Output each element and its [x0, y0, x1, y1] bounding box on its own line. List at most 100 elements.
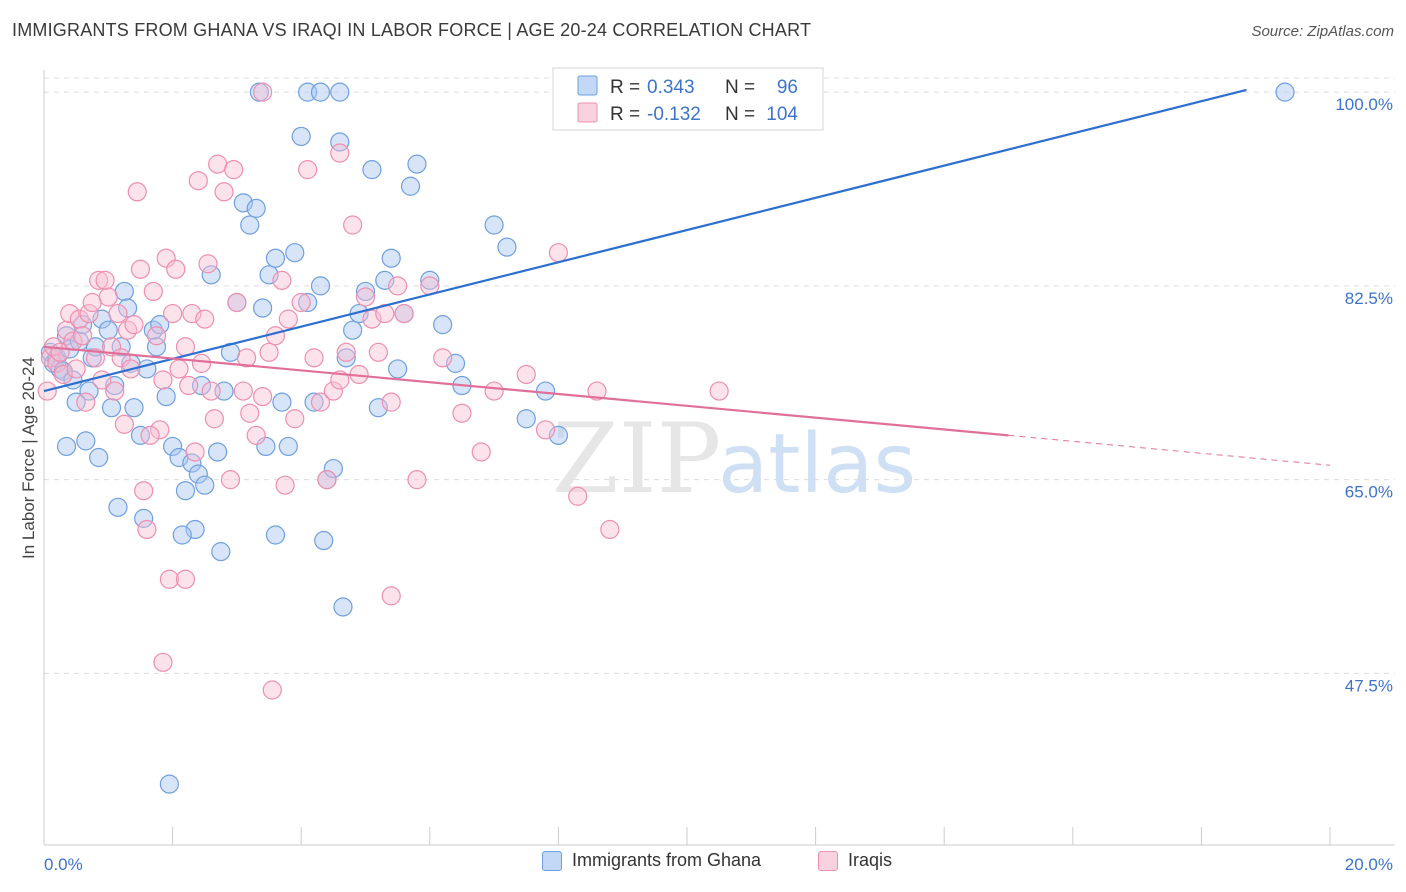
- data-point: [233, 381, 253, 401]
- data-point: [407, 154, 427, 174]
- data-point: [201, 265, 221, 285]
- data-point: [400, 176, 421, 196]
- data-point: [153, 370, 173, 390]
- stats-n-value: 96: [777, 77, 798, 98]
- data-point: [388, 359, 408, 379]
- data-point: [362, 160, 382, 180]
- data-point: [272, 392, 292, 412]
- data-point: [156, 387, 176, 407]
- data-point: [137, 519, 157, 540]
- data-point: [114, 281, 134, 302]
- data-point: [333, 597, 353, 617]
- data-point: [95, 270, 115, 290]
- data-point: [259, 342, 279, 362]
- data-point: [117, 298, 138, 318]
- data-point: [310, 276, 331, 296]
- data-point: [195, 309, 215, 329]
- stats-n-value: 104: [766, 104, 798, 125]
- data-point: [134, 481, 154, 501]
- legend-swatch-ghana: [542, 850, 562, 871]
- data-point: [111, 337, 131, 357]
- series-iraqis: [37, 82, 729, 700]
- data-point: [175, 569, 196, 589]
- data-point: [253, 387, 273, 407]
- data-point: [150, 315, 170, 335]
- data-point: [105, 381, 125, 401]
- data-point: [471, 442, 491, 462]
- axes: 47.5% 65.0% 82.5% 100.0% 0.0% 20.0%: [43, 70, 1395, 874]
- stats-n-label: N =: [725, 104, 755, 125]
- data-point: [433, 348, 453, 368]
- data-point: [89, 270, 109, 290]
- data-point: [330, 370, 350, 390]
- data-point: [191, 353, 212, 373]
- y-tick-label: 82.5%: [1345, 289, 1393, 308]
- y-tick-label: 100.0%: [1335, 95, 1393, 114]
- legend-label-ghana: Immigrants from Ghana: [572, 850, 762, 870]
- data-point: [381, 392, 401, 412]
- data-point: [314, 530, 334, 551]
- data-point: [240, 215, 260, 235]
- data-point: [98, 287, 118, 307]
- data-point: [108, 497, 128, 517]
- data-point: [79, 381, 99, 401]
- data-point: [381, 248, 401, 268]
- data-point: [208, 442, 228, 462]
- data-point: [130, 259, 151, 279]
- data-point: [310, 82, 331, 102]
- data-point: [291, 292, 311, 313]
- data-point: [262, 680, 282, 700]
- watermark: ZIP atlas: [552, 403, 916, 515]
- data-point: [304, 348, 324, 368]
- data-point: [134, 508, 154, 528]
- data-point: [317, 470, 337, 490]
- grid-lines: [44, 77, 1395, 674]
- legend-swatch-iraqis: [818, 850, 838, 871]
- data-point: [600, 519, 620, 540]
- data-point: [89, 447, 109, 468]
- data-point: [330, 143, 350, 163]
- legend-item-iraqis: Iraqis: [818, 850, 892, 871]
- data-point: [535, 420, 556, 440]
- data-point: [198, 254, 218, 274]
- data-point: [298, 160, 318, 180]
- data-point: [484, 381, 504, 401]
- data-point: [166, 259, 186, 279]
- data-point: [272, 270, 292, 290]
- data-point: [60, 303, 80, 324]
- data-point: [336, 348, 356, 368]
- data-point: [208, 154, 228, 174]
- data-point: [82, 292, 102, 313]
- data-point: [535, 381, 556, 401]
- data-point: [516, 364, 536, 385]
- data-point: [355, 281, 376, 302]
- data-point: [47, 353, 67, 373]
- x-tick-label: 0.0%: [44, 855, 83, 874]
- data-point: [85, 348, 106, 368]
- data-point: [163, 303, 183, 324]
- data-point: [240, 403, 260, 423]
- data-point: [275, 475, 295, 495]
- series-immigrants-from-ghana: [40, 82, 1295, 794]
- data-point: [330, 82, 350, 102]
- stats-r-label: R =: [610, 77, 640, 98]
- data-point: [355, 287, 376, 307]
- data-point: [304, 392, 324, 412]
- data-point: [484, 215, 504, 235]
- y-tick-label: 47.5%: [1345, 676, 1393, 695]
- data-point: [153, 652, 173, 672]
- data-point: [246, 198, 266, 218]
- data-point: [79, 303, 99, 324]
- trend-line: [43, 345, 1009, 437]
- data-point: [220, 470, 241, 490]
- data-point: [124, 398, 144, 418]
- data-point: [159, 569, 179, 589]
- stats-r-label: R =: [610, 104, 640, 125]
- data-point: [56, 436, 77, 457]
- data-point: [330, 132, 350, 152]
- legend-label-iraqis: Iraqis: [848, 850, 893, 870]
- data-point: [1275, 82, 1295, 102]
- data-point: [127, 182, 147, 202]
- stats-legend: R = 0.343 N = 96 R = -0.132 N = 104: [552, 67, 824, 131]
- data-point: [76, 392, 96, 412]
